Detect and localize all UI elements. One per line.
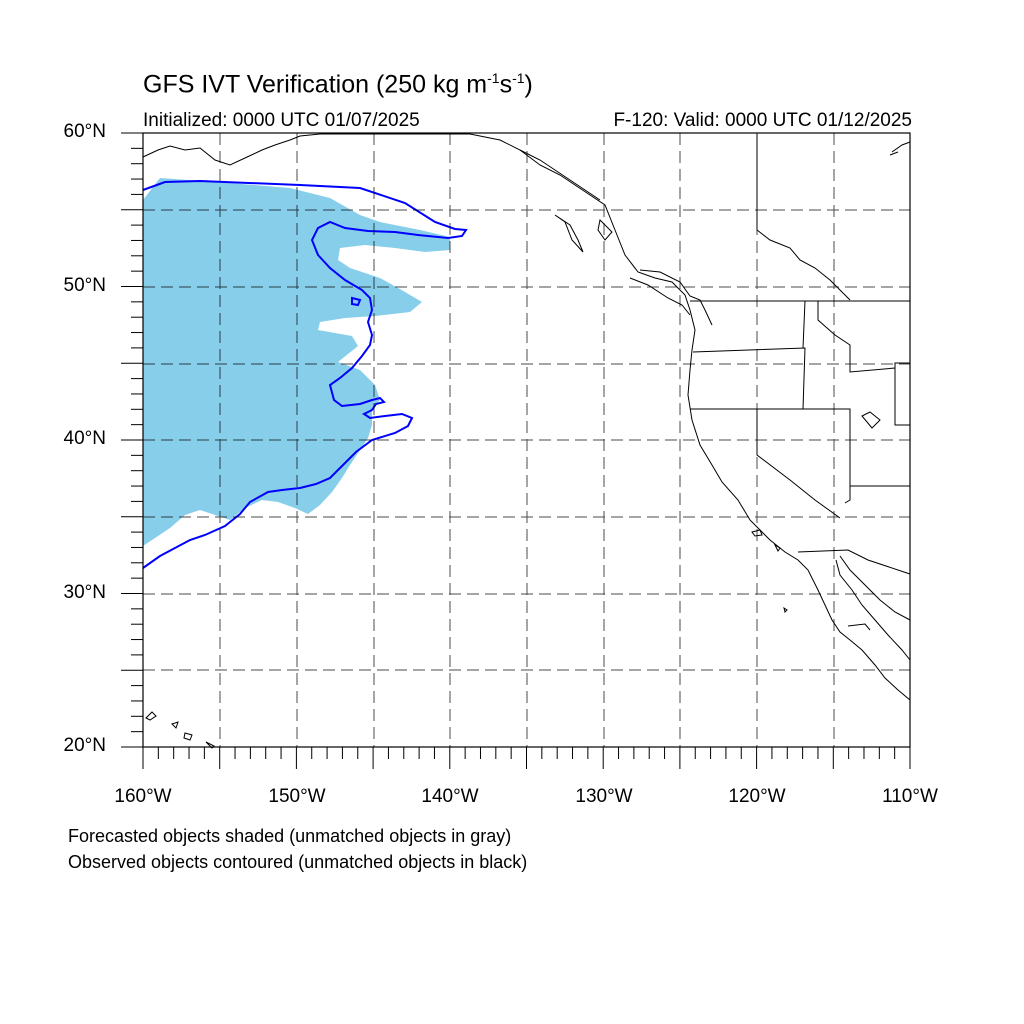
lon-label-120w: 120°W [728, 786, 786, 807]
lon-label-110w: 110°W [882, 786, 938, 807]
lat-label-20: 20°N [63, 735, 106, 756]
footnote-forecast: Forecasted objects shaded (unmatched obj… [68, 826, 512, 846]
footnote-observed: Observed objects contoured (unmatched ob… [68, 852, 528, 872]
lon-label-130w: 130°W [575, 786, 633, 807]
lat-lon-grid [143, 133, 910, 747]
lon-label-150w: 150°W [268, 786, 326, 807]
observed-contour [142, 179, 468, 569]
initialized-label: Initialized: 0000 UTC 01/07/2025 [143, 110, 420, 131]
lon-label-160w: 160°W [114, 786, 172, 807]
borders [519, 134, 911, 631]
valid-time-label: F-120: Valid: 0000 UTC 01/12/2025 [613, 110, 912, 131]
lat-label-40: 40°N [63, 428, 106, 449]
lon-label-140w: 140°W [421, 786, 479, 807]
coastlines [142, 133, 911, 749]
axis-ticks [121, 132, 911, 769]
chart-title: GFS IVT Verification (250 kg m-1s-1) [143, 70, 533, 99]
observed-contour-small [351, 296, 362, 307]
lat-label-60: 60°N [63, 121, 106, 142]
lat-label-30: 30°N [63, 582, 106, 603]
lat-label-50: 50°N [63, 275, 106, 296]
